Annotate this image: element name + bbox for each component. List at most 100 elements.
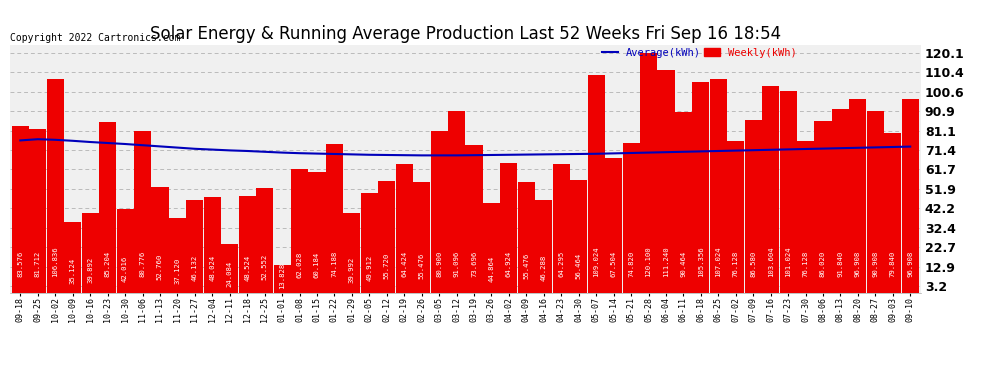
Bar: [273, 265, 291, 292]
Bar: [675, 112, 692, 292]
Bar: [518, 182, 535, 292]
Text: 48.524: 48.524: [245, 255, 250, 281]
Bar: [640, 53, 657, 292]
Bar: [605, 158, 622, 292]
Text: 80.776: 80.776: [140, 250, 146, 276]
Bar: [12, 126, 29, 292]
Bar: [588, 75, 605, 292]
Bar: [779, 91, 797, 292]
Text: 24.084: 24.084: [227, 261, 233, 287]
Text: 76.128: 76.128: [733, 250, 739, 276]
Bar: [169, 218, 186, 292]
Bar: [483, 203, 500, 292]
Bar: [134, 131, 151, 292]
Text: 111.240: 111.240: [663, 246, 669, 276]
Bar: [849, 99, 866, 292]
Text: 73.696: 73.696: [471, 250, 477, 276]
Text: 67.504: 67.504: [611, 250, 617, 276]
Bar: [99, 122, 116, 292]
Text: 83.576: 83.576: [18, 250, 24, 276]
Text: 60.184: 60.184: [314, 252, 320, 278]
Text: 91.840: 91.840: [838, 250, 843, 276]
Bar: [500, 163, 518, 292]
Text: 42.016: 42.016: [122, 256, 128, 282]
Text: 74.188: 74.188: [332, 250, 338, 276]
Bar: [884, 133, 901, 292]
Bar: [465, 146, 482, 292]
Text: 105.356: 105.356: [698, 246, 704, 276]
Bar: [832, 109, 849, 292]
Text: 44.864: 44.864: [488, 255, 494, 282]
Bar: [186, 200, 203, 292]
Text: 74.820: 74.820: [628, 250, 634, 276]
Text: 106.836: 106.836: [52, 246, 58, 276]
Text: 103.604: 103.604: [767, 246, 773, 276]
Text: 39.992: 39.992: [348, 256, 354, 283]
Text: 120.100: 120.100: [645, 246, 651, 276]
Bar: [902, 99, 919, 292]
Text: 46.288: 46.288: [541, 255, 546, 281]
Bar: [762, 86, 779, 292]
Bar: [344, 213, 360, 292]
Text: 80.900: 80.900: [437, 250, 443, 276]
Text: 13.828: 13.828: [279, 263, 285, 289]
Bar: [570, 180, 587, 292]
Bar: [657, 70, 674, 292]
Text: 48.024: 48.024: [209, 255, 215, 281]
Bar: [536, 200, 552, 292]
Text: 90.908: 90.908: [872, 250, 878, 276]
Bar: [710, 79, 727, 292]
Bar: [326, 144, 343, 292]
Bar: [81, 213, 99, 292]
Text: 49.912: 49.912: [366, 254, 372, 280]
Bar: [797, 141, 814, 292]
Text: 64.424: 64.424: [401, 251, 407, 277]
Text: 35.124: 35.124: [69, 258, 75, 284]
Bar: [47, 79, 63, 292]
Bar: [256, 188, 273, 292]
Bar: [448, 111, 465, 292]
Text: 62.028: 62.028: [297, 251, 303, 278]
Text: 107.024: 107.024: [716, 246, 722, 276]
Bar: [413, 182, 431, 292]
Bar: [291, 169, 308, 292]
Text: 37.120: 37.120: [174, 257, 180, 284]
Title: Solar Energy & Running Average Production Last 52 Weeks Fri Sep 16 18:54: Solar Energy & Running Average Productio…: [149, 26, 781, 44]
Text: 79.840: 79.840: [890, 250, 896, 276]
Text: 46.132: 46.132: [192, 255, 198, 282]
Text: 56.464: 56.464: [576, 253, 582, 279]
Text: 39.892: 39.892: [87, 257, 93, 283]
Text: 90.464: 90.464: [680, 250, 686, 276]
Bar: [396, 164, 413, 292]
Text: 109.024: 109.024: [593, 246, 599, 276]
Text: 86.580: 86.580: [750, 250, 756, 276]
Bar: [30, 129, 47, 292]
Bar: [692, 82, 710, 292]
Bar: [64, 222, 81, 292]
Text: 76.128: 76.128: [803, 250, 809, 276]
Bar: [728, 141, 744, 292]
Bar: [431, 131, 447, 292]
Text: 101.024: 101.024: [785, 246, 791, 276]
Text: 64.295: 64.295: [558, 251, 564, 277]
Legend: Average(kWh), Weekly(kWh): Average(kWh), Weekly(kWh): [598, 44, 801, 62]
Bar: [221, 244, 239, 292]
Text: 55.720: 55.720: [384, 253, 390, 279]
Bar: [378, 181, 395, 292]
Text: 96.908: 96.908: [855, 250, 861, 276]
Text: 96.908: 96.908: [907, 250, 913, 276]
Text: 81.712: 81.712: [35, 250, 41, 276]
Text: 55.476: 55.476: [524, 253, 530, 279]
Text: Copyright 2022 Cartronics.com: Copyright 2022 Cartronics.com: [10, 33, 180, 42]
Bar: [867, 111, 884, 292]
Text: 64.924: 64.924: [506, 251, 512, 277]
Bar: [204, 196, 221, 292]
Text: 86.020: 86.020: [820, 250, 826, 276]
Bar: [117, 209, 134, 292]
Bar: [239, 196, 255, 292]
Bar: [360, 193, 378, 292]
Bar: [623, 143, 640, 292]
Text: 52.760: 52.760: [157, 254, 163, 280]
Bar: [309, 172, 326, 292]
Text: 85.204: 85.204: [105, 250, 111, 276]
